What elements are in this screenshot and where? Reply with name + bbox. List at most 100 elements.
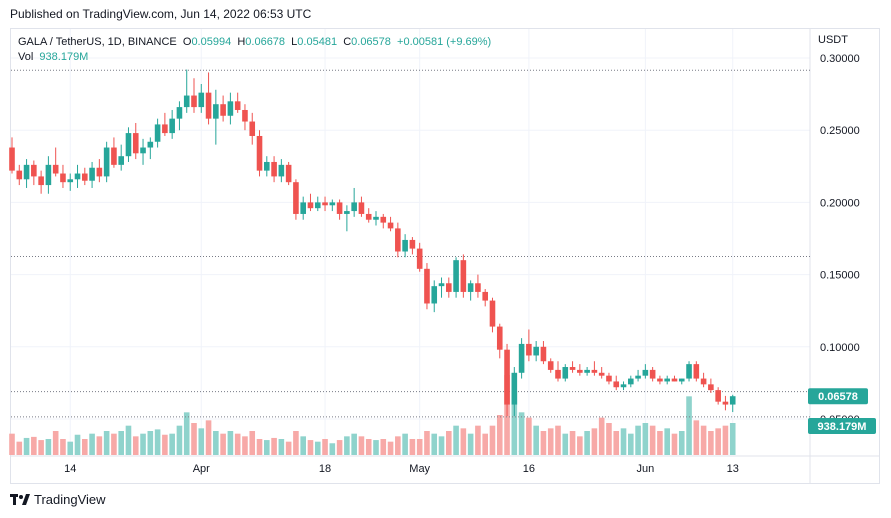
volume-bar <box>664 428 670 455</box>
candle-body <box>729 396 736 405</box>
candle-body <box>111 147 117 165</box>
volume-bar <box>547 428 554 455</box>
volume-bar <box>132 436 139 455</box>
candle-body <box>103 147 110 177</box>
volume-bar <box>729 423 736 455</box>
volume-bar <box>387 441 394 455</box>
volume-bar <box>67 441 74 455</box>
low-value: 0.05481 <box>297 36 338 48</box>
candle-body <box>351 202 357 212</box>
x-tick-label: May <box>409 463 430 475</box>
volume-bar <box>183 412 190 455</box>
volume-bar <box>147 431 154 455</box>
candle-body <box>256 135 263 171</box>
volume-bar <box>322 439 328 455</box>
volume-bar <box>154 429 161 455</box>
volume-bar <box>431 433 438 455</box>
volume-bar <box>351 433 357 455</box>
volume-bar <box>198 428 205 455</box>
last-price-label: 0.06578 <box>818 391 858 403</box>
volume-bar <box>416 439 423 455</box>
volume-bar <box>693 420 700 455</box>
volume-bar <box>191 423 197 455</box>
candle-body <box>577 369 583 373</box>
volume-bar <box>89 433 95 455</box>
volume-bar <box>606 423 612 455</box>
volume-bar <box>569 431 576 455</box>
volume-bar <box>234 433 241 455</box>
candle-body <box>686 364 692 379</box>
candle-body <box>424 268 430 304</box>
volume-bar <box>518 412 525 455</box>
candle-body <box>402 239 408 252</box>
candle-body <box>584 369 590 373</box>
chart-frame <box>10 28 880 484</box>
candle-body <box>547 361 554 370</box>
volume-bar <box>577 436 583 455</box>
y-tick-label: 0.10000 <box>820 342 860 354</box>
candle-body <box>271 161 277 177</box>
symbol-label[interactable]: GALA / TetherUS, 1D, BINANCE <box>18 36 177 48</box>
volume-bar <box>314 441 321 455</box>
x-tick-label: 18 <box>319 463 331 475</box>
volume-bar <box>103 431 110 455</box>
candle-body <box>60 173 66 183</box>
tradingview-logo-icon <box>10 493 30 505</box>
candle-body <box>358 202 365 214</box>
candle-body <box>569 367 576 370</box>
candle-body <box>591 369 598 373</box>
candle-body <box>9 147 15 171</box>
volume-bar <box>264 440 270 455</box>
candle-body <box>431 286 438 304</box>
volume-bar <box>162 434 168 455</box>
candle-body <box>533 346 539 356</box>
volume-bar <box>140 433 146 455</box>
volume-label[interactable]: Vol <box>18 51 34 63</box>
candle-body <box>540 346 547 362</box>
volume-bar <box>402 433 408 455</box>
candle-body <box>23 164 30 180</box>
chart-legend: GALA / TetherUS, 1D, BINANCE O0.05994 H0… <box>18 35 491 65</box>
volume-bar <box>475 425 481 455</box>
volume-bar <box>460 428 467 455</box>
volume-bar <box>620 428 627 455</box>
volume-bar <box>562 433 569 455</box>
candle-body <box>176 107 183 119</box>
candle-body <box>664 378 670 382</box>
volume-bar <box>657 431 663 455</box>
volume-bar <box>686 396 692 455</box>
candle-body <box>715 390 721 402</box>
candle-body <box>475 283 481 292</box>
candle-body <box>16 170 23 180</box>
volume-bar <box>591 428 598 455</box>
candle-body <box>278 164 285 177</box>
volume-bar <box>344 436 350 455</box>
volume-bar <box>409 439 416 455</box>
candle-body <box>511 372 518 405</box>
candle-body <box>642 369 649 376</box>
volume-bar <box>722 425 729 455</box>
volume-bar <box>628 433 634 455</box>
candle-body <box>620 384 627 388</box>
candle-body <box>344 211 350 214</box>
candle-body <box>606 375 612 382</box>
volume-bar <box>613 431 620 455</box>
candle-body <box>722 401 729 405</box>
y-tick-label: 0.25000 <box>820 125 860 137</box>
volume-bar <box>438 436 445 455</box>
candle-body <box>387 222 394 229</box>
volume-bar <box>300 436 306 455</box>
candle-body <box>365 213 372 220</box>
candle-body <box>518 343 525 373</box>
candle-body <box>118 156 124 165</box>
volume-bar <box>111 433 117 455</box>
candle-body <box>45 164 52 186</box>
candle-body <box>89 167 95 181</box>
close-label: C <box>343 36 352 48</box>
open-label: O <box>182 36 192 48</box>
candle-body <box>285 164 292 183</box>
volume-bar <box>227 431 234 455</box>
tradingview-footer: TradingView <box>10 492 106 507</box>
high-label: H <box>237 36 246 48</box>
